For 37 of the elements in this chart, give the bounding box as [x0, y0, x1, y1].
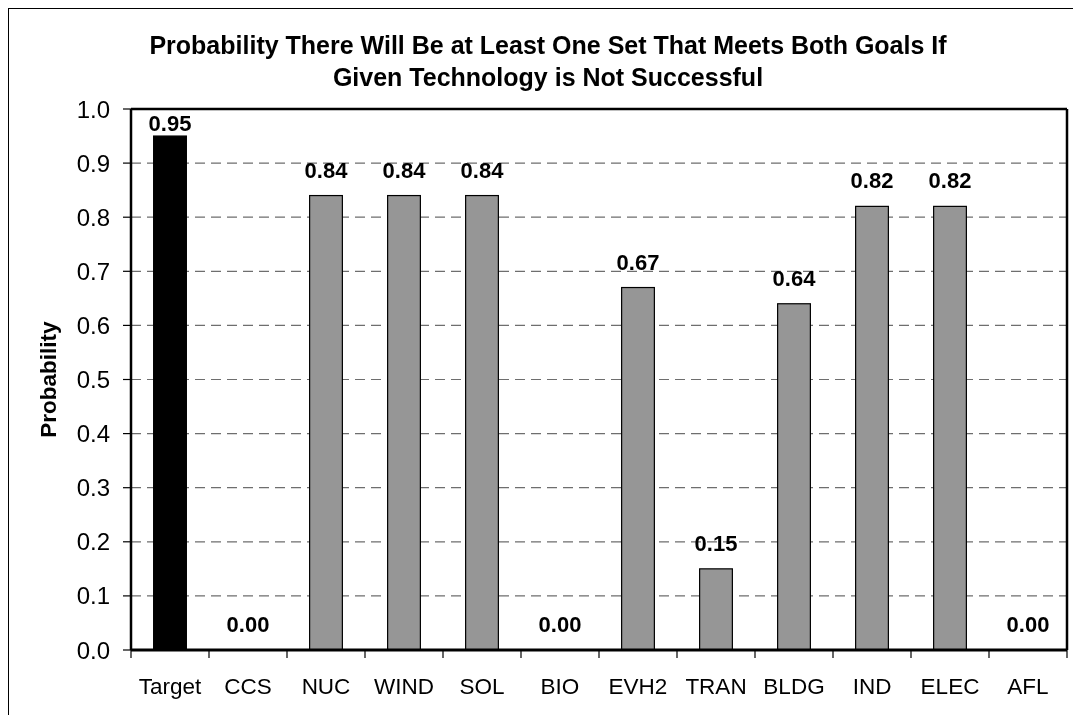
data-label: 0.82	[928, 168, 972, 194]
x-tick-label: IND	[852, 674, 892, 699]
x-tick-label: WIND	[374, 674, 434, 699]
y-tick-label: 0.9	[76, 149, 110, 177]
x-tick-label: NUC	[301, 674, 351, 699]
y-tick-label: 0.6	[76, 311, 110, 339]
y-tick-label: 0.2	[76, 528, 110, 556]
y-tick-label: 0.0	[76, 636, 110, 664]
x-tick-label: CCS	[224, 674, 272, 699]
x-tick-label: ELEC	[920, 674, 980, 699]
y-tick-label: 0.8	[76, 203, 110, 231]
data-label: 0.84	[304, 157, 349, 183]
data-label: 0.64	[772, 265, 817, 291]
x-tick-label: AFL	[1007, 674, 1049, 699]
chart-title: Probability There Will Be at Least One Set That Meets Both Goals If Given Technology is Not Successful	[149, 31, 948, 91]
data-label: 0.95	[148, 111, 192, 136]
data-label: 0.82	[850, 168, 894, 194]
x-tick-label: TRAN	[685, 674, 747, 699]
y-tick-label: 0.4	[76, 420, 110, 448]
y-tick-label: 0.5	[76, 366, 110, 393]
x-tick-label: BIO	[540, 674, 580, 699]
x-tick-label: BLDG	[763, 674, 825, 699]
data-label: 0.00	[226, 612, 270, 637]
data-label: 0.67	[616, 249, 660, 275]
x-tick-label: Target	[138, 674, 203, 699]
data-label: 0.84	[382, 157, 427, 183]
x-tick-label: EVH2	[608, 674, 668, 699]
y-tick-label: 0.7	[76, 257, 110, 285]
x-tick-label: SOL	[459, 674, 505, 699]
data-label: 0.84	[460, 157, 505, 183]
data-label: 0.15	[694, 530, 738, 556]
y-tick-label: 0.1	[76, 582, 110, 610]
y-tick-label: 0.3	[76, 474, 110, 502]
data-label: 0.00	[1006, 612, 1050, 637]
y-axis-title: Probability	[36, 320, 61, 438]
data-label: 0.00	[538, 612, 582, 637]
y-tick-label: 1.0	[76, 95, 110, 123]
